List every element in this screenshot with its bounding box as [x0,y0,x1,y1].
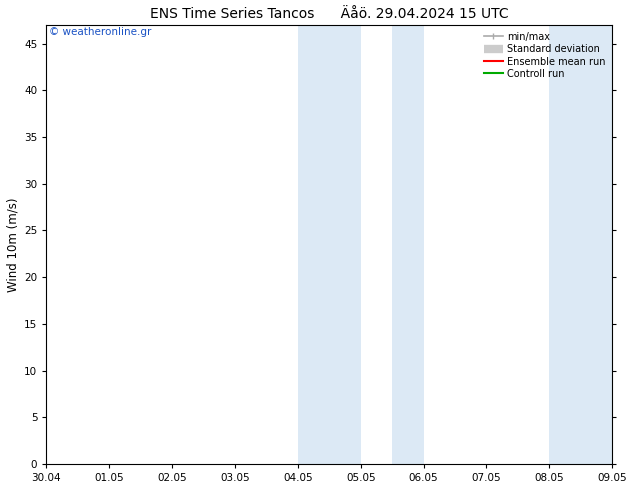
Text: © weatheronline.gr: © weatheronline.gr [49,27,152,37]
Bar [298,25,329,464]
Bar [392,25,424,464]
Bar [550,25,581,464]
Title: ENS Time Series Tancos      Äåö. 29.04.2024 15 UTC: ENS Time Series Tancos Äåö. 29.04.2024 1… [150,7,508,21]
Bar [581,25,612,464]
Y-axis label: Wind 10m (m/s): Wind 10m (m/s) [7,197,20,292]
Legend: min/max, Standard deviation, Ensemble mean run, Controll run: min/max, Standard deviation, Ensemble me… [482,30,607,81]
Bar [329,25,361,464]
